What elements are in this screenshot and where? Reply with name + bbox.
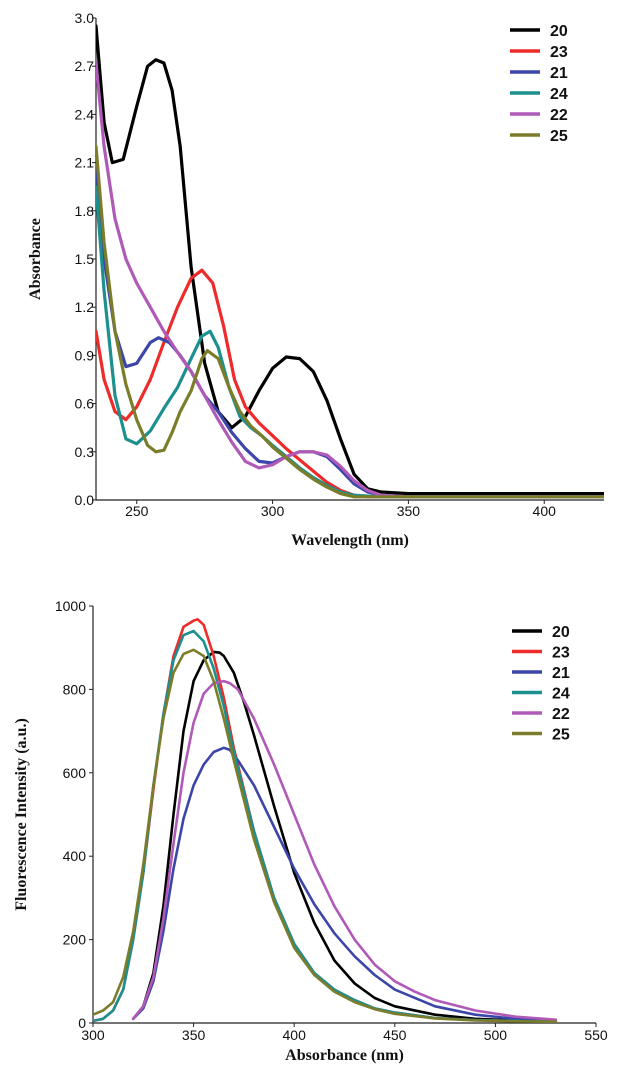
y-tick-label: 2.4 <box>75 106 95 122</box>
series-line-22 <box>131 679 558 1021</box>
x-axis-title: Wavelength (nm) <box>291 532 409 549</box>
legend-label-24: 24 <box>550 86 568 103</box>
series-line-22 <box>96 61 604 499</box>
legend-label-20: 20 <box>550 23 568 40</box>
absorbance-chart: 250 300 350 400 0.0 0.3 0.6 0.9 1.2 1.5 1.8 2.1 2.4 2… <box>27 10 604 549</box>
legend-label-22: 22 <box>550 107 568 124</box>
x-tick-label: 350 <box>397 503 421 519</box>
legend-label-20: 20 <box>552 624 570 641</box>
x-axis-title: Absorbance (nm) <box>285 1047 404 1064</box>
series-line-25 <box>96 144 604 499</box>
series-line-21 <box>131 746 558 1022</box>
x-tick-label: 550 <box>584 1027 608 1043</box>
y-tick-label: 1.5 <box>75 251 95 267</box>
y-tick-label: 400 <box>63 848 87 864</box>
legend-label-21: 21 <box>550 65 568 82</box>
legend-label-25: 25 <box>550 128 568 145</box>
series-line-21 <box>96 161 604 499</box>
y-tick-label: 800 <box>63 681 87 697</box>
y-tick-label: 0.9 <box>75 347 95 363</box>
x-tick-label: 500 <box>484 1027 508 1043</box>
y-tick-label: 0.3 <box>75 444 95 460</box>
x-tick-label: 250 <box>125 503 149 519</box>
y-tick-label: 1000 <box>55 598 86 614</box>
x-tick-label: 300 <box>81 1027 105 1043</box>
y-tick-label: 2.1 <box>75 155 95 171</box>
series-line-23 <box>93 618 558 1023</box>
x-tick-label: 450 <box>383 1027 407 1043</box>
y-axis-title: Fluorescence Intensity (a.u.) <box>13 718 30 911</box>
series-line-20 <box>96 24 604 496</box>
y-tick-label: 1.2 <box>75 299 95 315</box>
y-tick-label: 0.6 <box>75 396 95 412</box>
y-tick-label: 3.0 <box>75 10 95 26</box>
y-tick-label: 0.0 <box>75 492 95 508</box>
legend-label-23: 23 <box>552 645 570 662</box>
legend-label-23: 23 <box>550 44 568 61</box>
y-tick-label: 600 <box>63 765 87 781</box>
x-tick-label: 300 <box>261 503 285 519</box>
x-tick-label: 400 <box>533 503 557 519</box>
y-tick-label: 2.7 <box>75 58 95 74</box>
legend-label-24: 24 <box>552 686 570 703</box>
series-line-20 <box>131 650 558 1023</box>
fluorescence-chart: 300 350 400 450 500 550 0 200 400 600 800 1000 Absor… <box>13 598 608 1064</box>
legend-label-21: 21 <box>552 665 570 682</box>
legend-label-25: 25 <box>552 727 570 744</box>
series-line-25 <box>93 648 558 1023</box>
y-tick-label: 200 <box>63 932 87 948</box>
y-tick-label: 1.8 <box>75 203 95 219</box>
y-axis-title: Absorbance <box>27 218 44 300</box>
series-line-24 <box>93 629 558 1023</box>
x-tick-label: 350 <box>182 1027 206 1043</box>
legend-label-22: 22 <box>552 706 570 723</box>
x-tick-label: 400 <box>283 1027 307 1043</box>
y-tick-label: 0 <box>78 1015 86 1031</box>
